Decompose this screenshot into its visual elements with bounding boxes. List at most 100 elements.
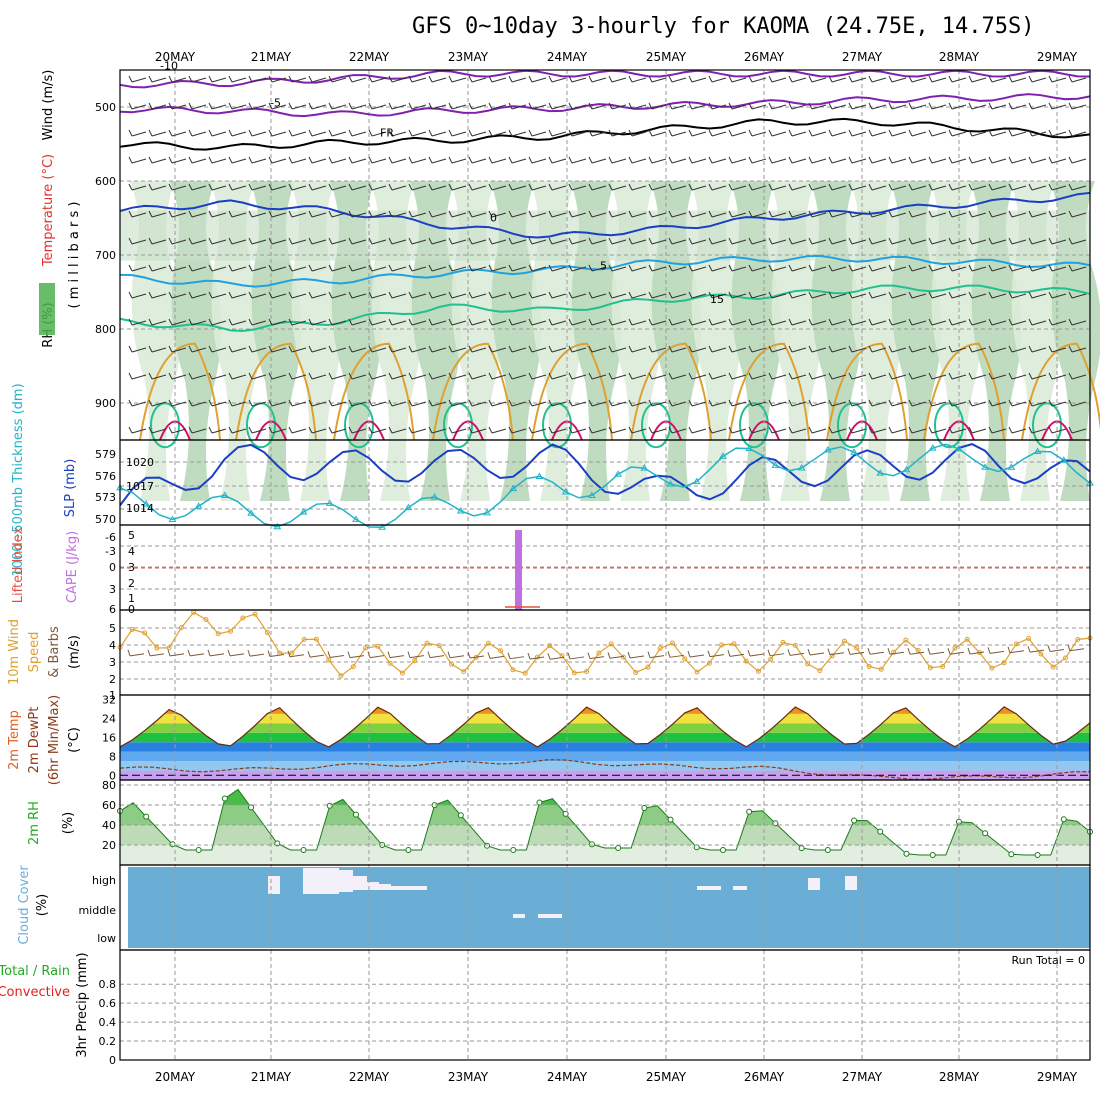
- wind10-point: [878, 666, 884, 672]
- barb: [368, 345, 387, 353]
- wind10-point: [608, 641, 614, 647]
- rh-bands: [120, 789, 1090, 865]
- rh-band: [290, 181, 342, 501]
- rh2m-point: [352, 811, 359, 818]
- barb: [588, 129, 607, 137]
- barb: [628, 75, 647, 83]
- barb: [428, 75, 447, 83]
- barb: [168, 102, 187, 110]
- barb: [688, 399, 707, 407]
- barb: [728, 372, 747, 380]
- barb: [468, 264, 487, 272]
- barb: [368, 75, 387, 83]
- tick-label: 0.2: [99, 1035, 117, 1048]
- barb: [728, 318, 747, 326]
- wind10-point: [731, 641, 737, 647]
- label-wind10: 10m Wind: [7, 619, 22, 685]
- cloud-clear: [391, 886, 427, 890]
- wind10-barb: [887, 648, 905, 655]
- barb: [788, 372, 807, 380]
- wind10-barb: [1007, 646, 1025, 654]
- tick-label: 3: [109, 583, 116, 596]
- barb: [928, 75, 947, 83]
- barb: [888, 264, 907, 272]
- barb: [808, 318, 827, 326]
- barb: [828, 210, 847, 218]
- barb: [168, 75, 187, 83]
- barb: [348, 318, 367, 326]
- rh2m-point: [877, 828, 884, 835]
- slp-marker: [430, 493, 439, 500]
- barb: [308, 129, 327, 137]
- barb: [468, 210, 487, 218]
- barb: [1028, 264, 1047, 272]
- barb: [808, 345, 827, 353]
- wind10-barb: [867, 648, 885, 655]
- contour-25: [923, 342, 1005, 441]
- tick-label: 24: [102, 713, 116, 726]
- rh2m-point: [903, 850, 910, 857]
- barb: [208, 156, 227, 164]
- barb: [688, 183, 707, 191]
- wind10-barb: [387, 651, 405, 659]
- wind10-barb: [487, 652, 505, 659]
- wind10-barb: [687, 650, 705, 658]
- barb: [128, 426, 147, 434]
- barb: [308, 264, 327, 272]
- barb: [828, 129, 847, 137]
- wind10-point: [510, 667, 516, 673]
- barb: [628, 291, 647, 299]
- barb: [248, 345, 267, 353]
- barb: [868, 264, 887, 272]
- barb: [968, 426, 987, 434]
- barb: [188, 264, 207, 272]
- wind10-barb: [367, 651, 385, 659]
- barb: [1028, 129, 1047, 137]
- thickness-line: [119, 443, 1091, 506]
- barb: [708, 75, 727, 83]
- rh2m-point: [588, 841, 595, 848]
- tick-label: 5: [109, 622, 116, 635]
- barb: [288, 345, 307, 353]
- barb: [1068, 291, 1087, 299]
- barb: [688, 75, 707, 83]
- rh2m-point: [143, 813, 150, 820]
- barb: [608, 372, 627, 380]
- barb: [428, 102, 447, 110]
- wind10-point: [584, 669, 590, 675]
- barb: [548, 129, 567, 137]
- wind10-point: [522, 670, 528, 676]
- barb: [588, 210, 607, 218]
- wind10-point: [792, 642, 798, 648]
- tick-label: 40: [102, 819, 116, 832]
- barb: [248, 372, 267, 380]
- barb: [588, 291, 607, 299]
- barb: [168, 129, 187, 137]
- barb: [608, 345, 627, 353]
- cloud-clear: [513, 914, 525, 918]
- rh2m-point: [248, 804, 255, 811]
- barb: [268, 399, 287, 407]
- barb: [848, 237, 867, 245]
- barb: [288, 237, 307, 245]
- barb: [648, 345, 667, 353]
- barb: [428, 129, 447, 137]
- slp-marker: [1059, 456, 1068, 463]
- barb: [328, 75, 347, 83]
- barb: [508, 291, 527, 299]
- barb: [888, 399, 907, 407]
- barb: [348, 345, 367, 353]
- barb: [568, 426, 587, 434]
- cloud-clear: [538, 914, 562, 918]
- barb: [708, 264, 727, 272]
- barb: [348, 75, 367, 83]
- barb: [248, 183, 267, 191]
- barb: [548, 372, 567, 380]
- slp-marker: [352, 515, 360, 522]
- barb: [188, 426, 207, 434]
- barb: [348, 102, 367, 110]
- barb: [628, 129, 647, 137]
- barb: [748, 102, 767, 110]
- barb: [708, 183, 727, 191]
- barb: [288, 264, 307, 272]
